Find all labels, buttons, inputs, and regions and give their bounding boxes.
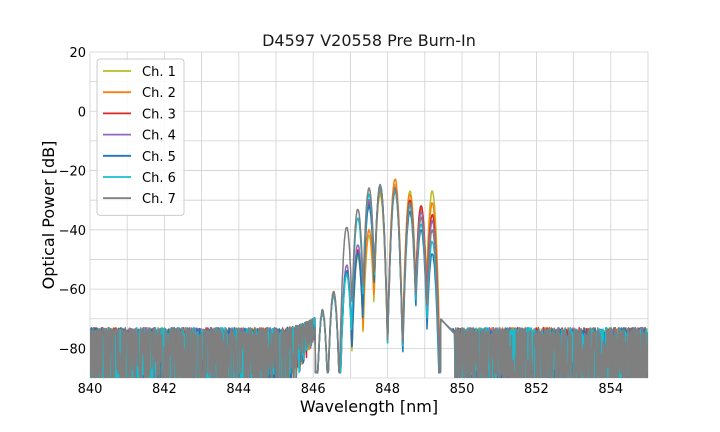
x-tick-label: 840 <box>78 382 103 397</box>
y-tick-label: −60 <box>59 283 86 298</box>
x-tick-label: 844 <box>226 382 251 397</box>
x-tick-label: 854 <box>598 382 623 397</box>
legend-label: Ch. 1 <box>142 65 176 80</box>
x-axis-title: Wavelength [nm] <box>300 397 438 416</box>
series-lines <box>90 178 648 378</box>
legend-label: Ch. 3 <box>142 107 176 122</box>
tick-labels: 840 842 844 846 848 850 852 854 20 0 −20 −40 −60 −80 <box>59 46 624 397</box>
y-tick-label: 0 <box>78 105 86 120</box>
chart-title: D4597 V20558 Pre Burn-In <box>262 31 476 50</box>
legend-label: Ch. 5 <box>142 150 176 165</box>
y-axis-title: Optical Power [dB] <box>39 141 58 290</box>
y-tick-label: 20 <box>69 46 86 61</box>
legend-label: Ch. 2 <box>142 86 176 101</box>
y-tick-label: −80 <box>59 342 86 357</box>
legend-label: Ch. 7 <box>142 192 176 207</box>
legend: Ch. 1 Ch. 2 Ch. 3 Ch. 4 Ch. 5 Ch. 6 Ch. 7 <box>96 58 185 216</box>
series-line-1 <box>90 183 648 378</box>
y-tick-label: −20 <box>59 165 86 180</box>
legend-label: Ch. 6 <box>142 171 176 186</box>
x-tick-label: 842 <box>152 382 177 397</box>
x-tick-label: 846 <box>301 382 326 397</box>
x-tick-label: 850 <box>450 382 475 397</box>
legend-label: Ch. 4 <box>142 129 176 144</box>
x-tick-label: 848 <box>375 382 400 397</box>
x-tick-label: 852 <box>524 382 549 397</box>
y-tick-label: −40 <box>59 224 86 239</box>
series-line-7 <box>90 184 648 378</box>
